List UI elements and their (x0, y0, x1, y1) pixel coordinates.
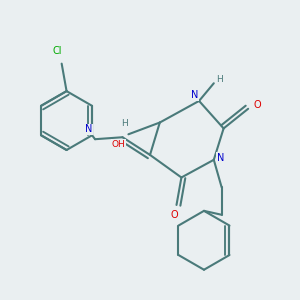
Text: Cl: Cl (53, 46, 62, 56)
Text: O: O (253, 100, 261, 110)
Text: H: H (216, 75, 223, 84)
Text: N: N (85, 124, 93, 134)
Text: N: N (217, 153, 224, 163)
Text: N: N (191, 90, 199, 100)
Text: H: H (121, 119, 128, 128)
Text: OH: OH (112, 140, 125, 148)
Text: O: O (171, 210, 178, 220)
